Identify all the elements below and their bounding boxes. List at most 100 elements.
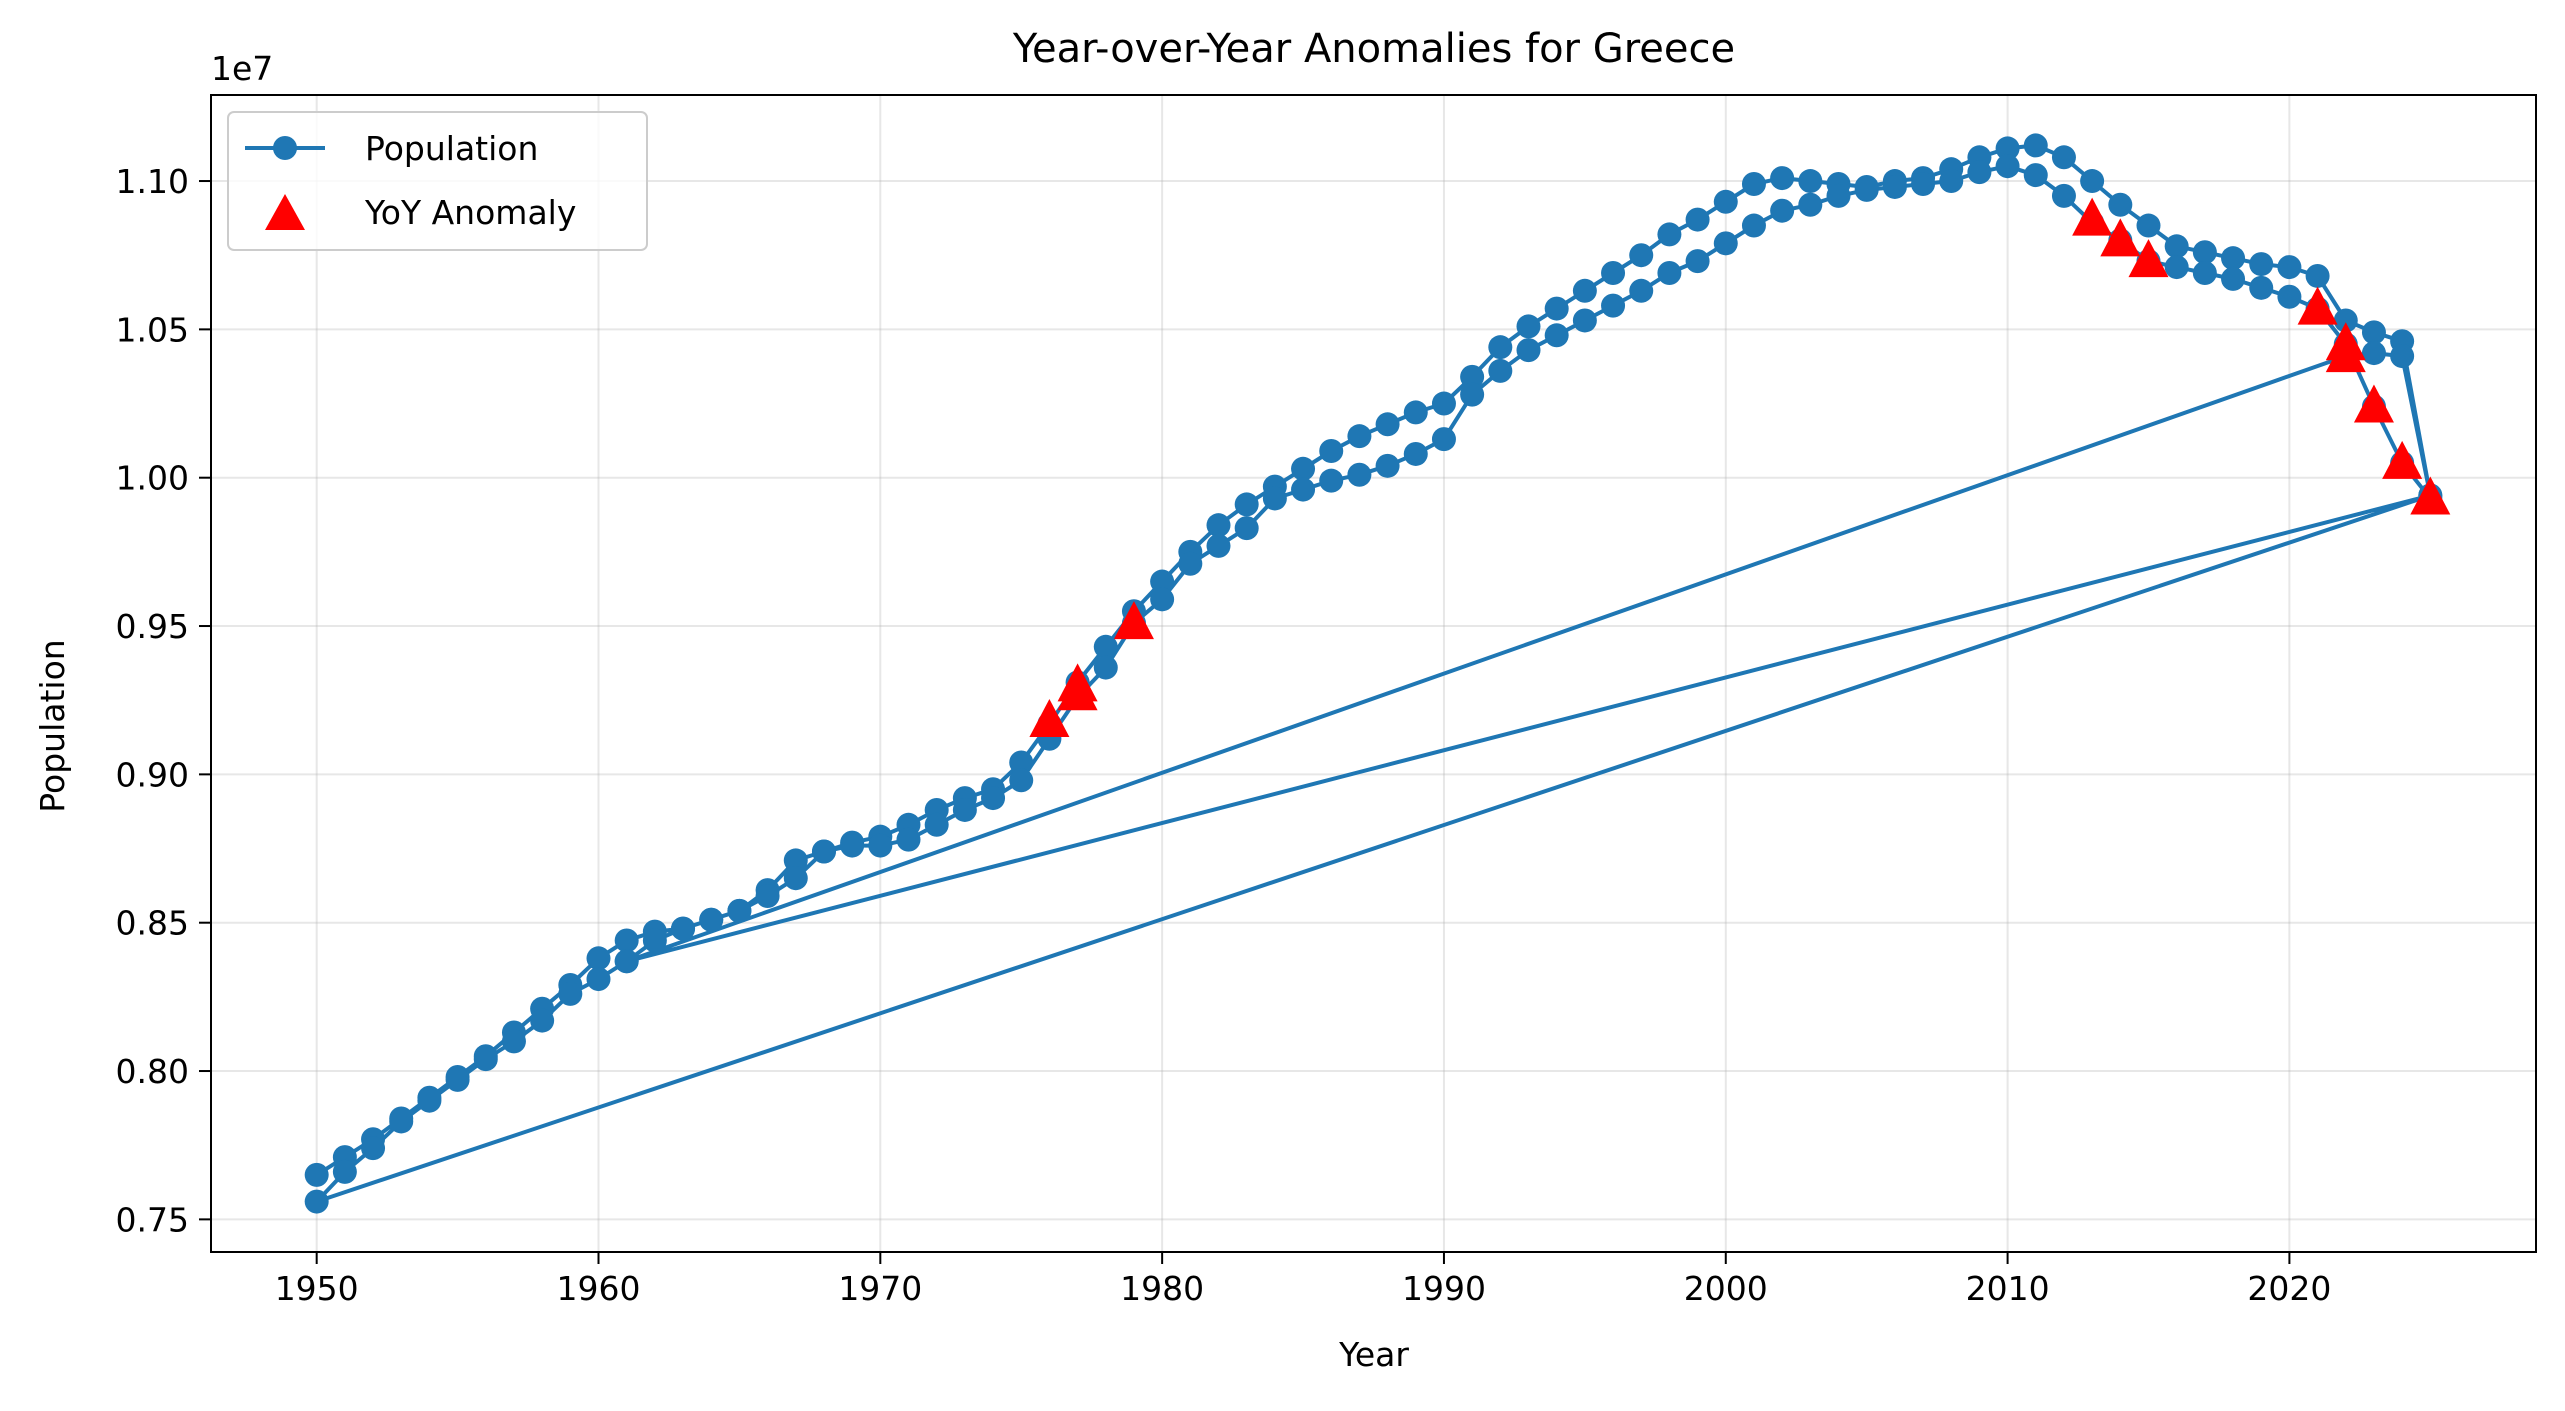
legend-population-marker-icon — [273, 136, 297, 160]
population-point — [1234, 492, 1259, 517]
population-point — [1741, 213, 1766, 238]
population-point — [1601, 261, 1626, 285]
population-point — [2164, 255, 2189, 280]
population-point — [1657, 222, 1682, 247]
population-point — [2136, 213, 2161, 238]
population-point — [1460, 364, 1485, 389]
population-point — [2192, 240, 2217, 265]
population-point — [1601, 293, 1626, 318]
population-point — [1009, 768, 1034, 793]
population-point — [952, 797, 977, 822]
population-point — [1460, 382, 1485, 407]
population-point — [361, 1136, 386, 1161]
x-tick-label: 1990 — [1402, 1269, 1486, 1308]
population-point — [727, 898, 752, 923]
population-point — [2192, 261, 2217, 285]
anomaly-point — [2072, 197, 2113, 236]
x-tick-label: 1970 — [838, 1269, 922, 1308]
population-point — [1826, 183, 1851, 208]
legend-box — [227, 111, 648, 251]
population-point — [1488, 358, 1513, 383]
population-point — [1375, 412, 1400, 437]
population-point — [783, 866, 808, 891]
population-point — [1713, 189, 1738, 214]
anomaly-point — [2410, 476, 2451, 515]
population-point — [2080, 169, 2105, 194]
y-tick-label: 0.90 — [116, 755, 189, 794]
population-point — [2361, 341, 2386, 366]
plot-area — [304, 133, 2451, 1214]
population-point — [2390, 344, 2415, 369]
population-point — [1150, 587, 1175, 612]
population-point — [783, 848, 808, 873]
population-point — [586, 946, 611, 971]
population-point — [530, 1008, 555, 1033]
population-point — [1629, 243, 1654, 268]
x-tick-label: 1950 — [275, 1269, 359, 1308]
chart-title: Year-over-Year Anomalies for Greece — [1012, 26, 1735, 72]
population-point — [1657, 261, 1682, 285]
population-point — [1347, 424, 1372, 449]
y-tick-label: 0.85 — [116, 904, 189, 943]
population-point — [2361, 320, 2386, 345]
population-point — [1291, 477, 1316, 502]
x-tick-label: 2000 — [1684, 1269, 1768, 1308]
plot-frame — [210, 94, 2537, 1253]
population-point — [1798, 169, 1823, 194]
population-point — [2277, 255, 2302, 280]
x-tick-label: 2010 — [1966, 1269, 2050, 1308]
population-point — [1319, 439, 1344, 463]
population-point — [1798, 192, 1823, 217]
population-point — [2023, 133, 2048, 158]
population-point — [1403, 400, 1428, 425]
population-point — [473, 1047, 498, 1072]
x-tick-label: 2020 — [2247, 1269, 2331, 1308]
population-point — [2051, 183, 2076, 208]
population-point — [1882, 174, 1907, 199]
population-point — [868, 833, 893, 858]
y-tick-label: 1.10 — [116, 162, 189, 201]
population-point — [1178, 551, 1203, 576]
population-point — [1770, 166, 1795, 191]
population-point — [389, 1109, 414, 1134]
population-point — [755, 884, 780, 908]
population-point — [1093, 634, 1118, 659]
population-point — [558, 981, 583, 1006]
anomaly-point — [2353, 384, 2394, 423]
population-point — [304, 1162, 329, 1187]
population-point — [1911, 172, 1936, 196]
population-point — [1516, 338, 1541, 363]
population-point — [1291, 456, 1316, 481]
population-point — [1516, 314, 1541, 339]
population-point — [840, 833, 865, 858]
population-point — [2051, 145, 2076, 170]
anomaly-point — [1057, 663, 1098, 702]
population-point — [417, 1088, 442, 1113]
population-point — [1093, 655, 1118, 680]
population-point — [1685, 207, 1710, 232]
anomaly-point — [2128, 239, 2169, 278]
population-point — [1206, 533, 1231, 558]
population-point — [2305, 263, 2330, 288]
y-tick-label: 0.75 — [116, 1200, 189, 1239]
population-point — [2108, 192, 2133, 217]
x-tick-label: 1980 — [1120, 1269, 1204, 1308]
y-tick-label: 1.05 — [116, 310, 189, 349]
population-point — [1319, 468, 1344, 493]
population-point — [896, 827, 921, 852]
population-point — [1347, 462, 1372, 487]
population-point — [2164, 234, 2189, 259]
population-point — [1544, 296, 1569, 321]
x-tick-label: 1960 — [557, 1269, 641, 1308]
y-tick-label: 0.80 — [116, 1052, 189, 1091]
anomaly-point — [2100, 218, 2141, 257]
population-point — [2221, 266, 2246, 291]
population-point — [2249, 252, 2274, 277]
population-point — [1854, 177, 1879, 202]
population-point — [2277, 284, 2302, 309]
population-point — [2023, 163, 2048, 188]
population-point — [614, 949, 639, 974]
population-point — [811, 839, 836, 864]
